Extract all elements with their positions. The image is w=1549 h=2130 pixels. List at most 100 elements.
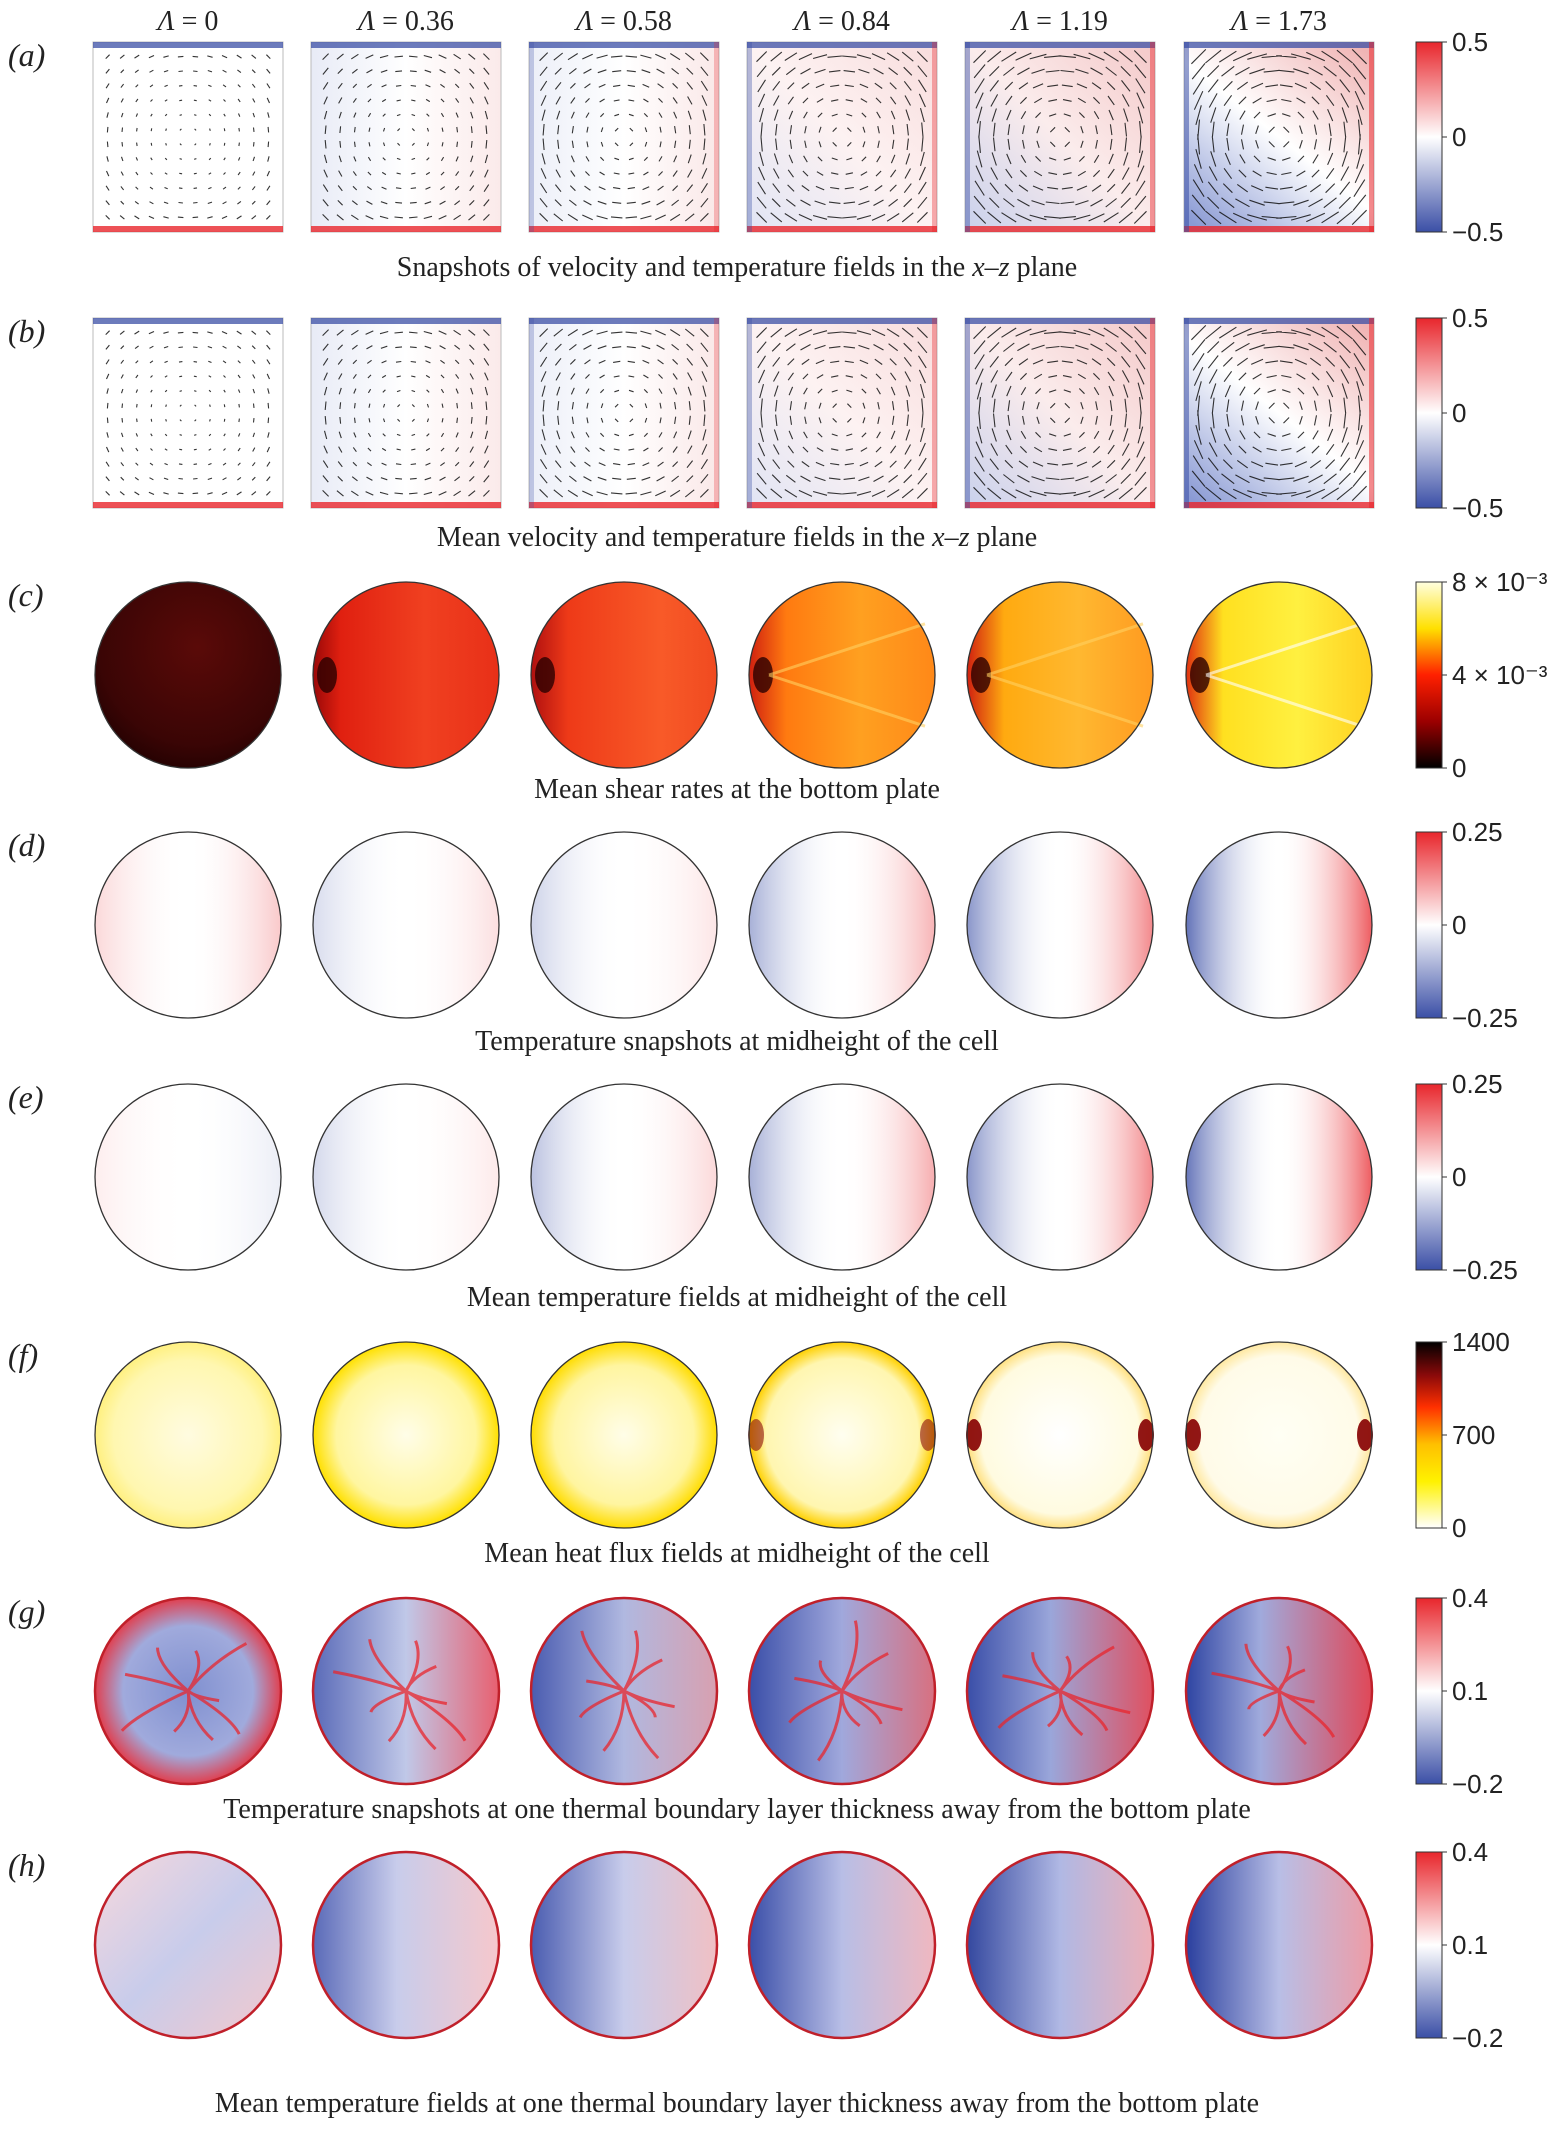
circle-field-5 — [966, 1083, 1154, 1271]
square-field-2 — [310, 317, 502, 509]
circle-field-1 — [94, 581, 282, 769]
panel-label: (g) — [8, 1593, 45, 1629]
colorbar: 8 × 10⁻³ 4 × 10⁻³ 0 — [1415, 567, 1548, 783]
colorbar-tick-label: 0 — [1452, 122, 1466, 152]
lambda-symbol: Λ — [355, 6, 375, 37]
lambda-symbol: Λ — [1009, 6, 1029, 37]
column-title-2: Λ = 0.36 — [355, 6, 454, 37]
column-title-5: Λ = 1.19 — [1009, 6, 1108, 37]
colorbar-tick-label: 0.25 — [1452, 817, 1503, 847]
colorbar-tick-label: 0 — [1452, 753, 1466, 783]
panel-caption: Mean temperature fields at one thermal b… — [215, 2088, 1259, 2119]
column-title-1: Λ = 0 — [155, 6, 219, 37]
square-field-5 — [964, 41, 1156, 233]
lambda-value: = 0 — [175, 6, 219, 37]
column-title-3: Λ = 0.58 — [573, 6, 672, 37]
panel-d: (d) Temperature snapshots at midheight of… — [8, 817, 1518, 1057]
circle-field-3 — [529, 1596, 719, 1786]
colorbar-tick-label: 0 — [1452, 910, 1466, 940]
square-field-3 — [528, 41, 720, 233]
colorbar: 0.5 0 −0.5 — [1415, 303, 1503, 523]
colorbar-tick-label: 0 — [1452, 1513, 1466, 1543]
square-field-4 — [746, 317, 938, 509]
colorbar-tick-label: −0.25 — [1452, 1255, 1518, 1285]
colorbar: 0.25 0 −0.25 — [1415, 1069, 1518, 1285]
colorbar-tick-label: 8 × 10⁻³ — [1452, 567, 1548, 597]
circle-field-5 — [965, 1850, 1155, 2040]
lambda-symbol: Λ — [155, 6, 175, 37]
lambda-symbol: Λ — [1228, 6, 1248, 37]
circle-field-1 — [94, 831, 282, 1019]
colorbar-tick-label: −0.2 — [1452, 2023, 1503, 2053]
square-field-3 — [528, 317, 720, 509]
colorbar-tick-label: 0.5 — [1452, 303, 1488, 333]
square-field-2 — [310, 41, 502, 233]
circle-field-3 — [530, 1341, 718, 1529]
circle-field-4 — [747, 1850, 937, 2040]
colorbar-tick-label: 1400 — [1452, 1327, 1510, 1357]
circle-field-6 — [1185, 831, 1373, 1019]
circle-field-4 — [748, 1083, 936, 1271]
circle-field-6 — [1184, 1596, 1374, 1786]
circle-field-2 — [311, 1850, 501, 2040]
colorbar-tick-label: 0.1 — [1452, 1930, 1488, 1960]
panel-label: (a) — [8, 37, 45, 73]
panel-label: (f) — [8, 1337, 38, 1373]
colorbar: 1400 700 0 — [1415, 1327, 1510, 1543]
colorbar-tick-label: 0 — [1452, 398, 1466, 428]
circle-field-6 — [1184, 1850, 1374, 2040]
colorbar-tick-label: 700 — [1452, 1420, 1495, 1450]
column-title-4: Λ = 0.84 — [791, 6, 890, 37]
panel-b: (b) Mean velocity and temperature fields … — [8, 303, 1503, 553]
colorbar-tick-label: 4 × 10⁻³ — [1452, 660, 1548, 690]
circle-field-2 — [312, 1341, 500, 1529]
colorbar-tick-label: −0.5 — [1452, 217, 1503, 247]
panel-g: (g) Temperature snapshots at one thermal … — [8, 1583, 1503, 1825]
circle-field-1 — [94, 1341, 282, 1529]
circle-field-3 — [530, 1083, 718, 1271]
circle-field-5 — [966, 831, 1154, 1019]
colorbar-tick-label: 0.4 — [1452, 1583, 1488, 1613]
panel-caption: Mean heat flux fields at midheight of th… — [484, 1538, 990, 1569]
colorbar-tick-label: −0.25 — [1452, 1003, 1518, 1033]
lambda-value: = 0.36 — [375, 6, 454, 37]
colorbar-tick-label: 0.1 — [1452, 1676, 1488, 1706]
square-field-6 — [1183, 317, 1375, 509]
circle-field-2 — [312, 831, 500, 1019]
circle-field-4 — [747, 1596, 937, 1786]
panel-label: (c) — [8, 577, 44, 613]
column-title-6: Λ = 1.73 — [1228, 6, 1327, 37]
lambda-value: = 1.19 — [1029, 6, 1108, 37]
panel-f: (f) Mean heat flux fields at midheight of… — [8, 1327, 1510, 1569]
colorbar-tick-label: 0 — [1452, 1162, 1466, 1192]
circle-field-3 — [530, 581, 718, 769]
panel-caption: Temperature snapshots at one thermal bou… — [223, 1794, 1251, 1825]
lambda-value: = 1.73 — [1248, 6, 1327, 37]
square-field-1 — [92, 41, 284, 233]
lambda-value: = 0.58 — [593, 6, 672, 37]
colorbar: 0.25 0 −0.25 — [1415, 817, 1518, 1033]
circle-field-4 — [748, 1341, 936, 1529]
panel-caption: Mean velocity and temperature fields in … — [437, 522, 1037, 553]
square-field-4 — [746, 41, 938, 233]
square-field-6 — [1183, 41, 1375, 233]
colorbar: 0.4 0.1 −0.2 — [1415, 1583, 1503, 1799]
panel-e: (e) Mean temperature fields at midheight … — [8, 1069, 1518, 1313]
circle-field-1 — [93, 1596, 283, 1786]
circle-field-6 — [1185, 1083, 1373, 1271]
circle-field-3 — [530, 831, 718, 1019]
lambda-symbol: Λ — [573, 6, 593, 37]
circle-field-3 — [529, 1850, 719, 2040]
circle-field-5 — [965, 1596, 1155, 1786]
circle-field-5 — [966, 581, 1154, 769]
panel-caption: Temperature snapshots at midheight of th… — [475, 1026, 999, 1057]
colorbar-tick-label: 0.5 — [1452, 27, 1488, 57]
circle-field-2 — [312, 1083, 500, 1271]
circle-field-4 — [748, 581, 936, 769]
panel-caption: Snapshots of velocity and temperature fi… — [397, 252, 1077, 283]
colorbar-tick-label: 0.4 — [1452, 1837, 1488, 1867]
square-field-1 — [92, 317, 284, 509]
circle-field-1 — [93, 1850, 283, 2040]
